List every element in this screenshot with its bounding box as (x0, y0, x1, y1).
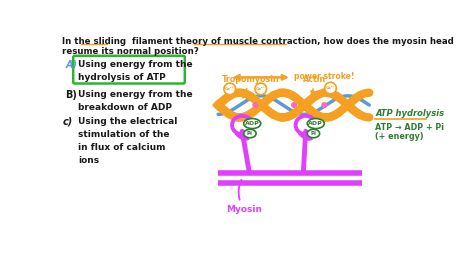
Text: ATP → ADP + Pi: ATP → ADP + Pi (375, 123, 445, 132)
Text: Actin: Actin (303, 74, 327, 94)
Text: ADP: ADP (245, 121, 260, 126)
Text: power stroke!: power stroke! (294, 72, 355, 81)
Text: A): A) (65, 60, 77, 70)
Text: B): B) (65, 90, 77, 100)
Text: Ca²⁺: Ca²⁺ (326, 86, 335, 90)
Ellipse shape (244, 119, 261, 128)
Circle shape (292, 103, 296, 107)
Text: Using energy from the
hydrolysis of ATP: Using energy from the hydrolysis of ATP (78, 60, 192, 82)
Text: Tropomyosin: Tropomyosin (222, 74, 280, 98)
Ellipse shape (307, 119, 324, 128)
Text: ATP hydrolysis: ATP hydrolysis (375, 109, 445, 118)
Circle shape (322, 103, 327, 107)
Text: Using energy from the
breakdown of ADP: Using energy from the breakdown of ADP (78, 90, 192, 112)
Text: Using the electrical
stimulation of the
in flux of calcium
ions: Using the electrical stimulation of the … (78, 117, 177, 165)
Text: ADP: ADP (309, 121, 323, 126)
Text: Ca²⁺: Ca²⁺ (225, 87, 235, 91)
Ellipse shape (307, 129, 319, 138)
Text: Myosin: Myosin (226, 180, 262, 214)
Text: (+ energy): (+ energy) (375, 132, 424, 141)
Circle shape (253, 103, 258, 107)
Text: In the sliding  filament theory of muscle contraction, how does the myosin head: In the sliding filament theory of muscle… (63, 37, 454, 46)
Text: Pi: Pi (247, 131, 253, 136)
Text: Pi: Pi (310, 131, 317, 136)
Text: Ca²⁺: Ca²⁺ (256, 87, 265, 91)
Circle shape (224, 83, 236, 95)
Circle shape (255, 83, 266, 95)
Text: resume its normal position?: resume its normal position? (63, 47, 199, 56)
Text: c): c) (63, 117, 73, 127)
Circle shape (325, 82, 337, 94)
Ellipse shape (244, 129, 256, 138)
